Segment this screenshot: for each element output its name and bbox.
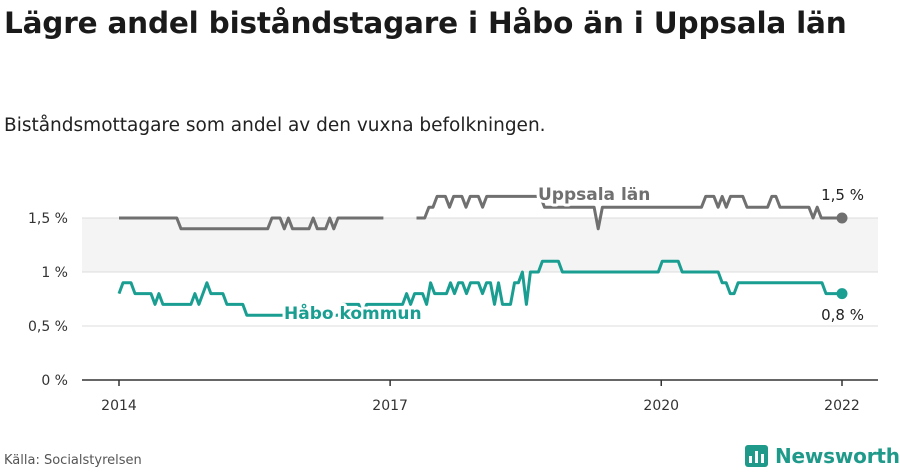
y-tick-label: 1,5 %: [28, 211, 68, 227]
y-tick-label: 0 %: [41, 373, 68, 389]
series-end-point-habo: [836, 288, 848, 300]
series-label-habo: Håbo kommun: [284, 302, 422, 324]
chart-subtitle: Biståndsmottagare som andel av den vuxna…: [4, 115, 546, 136]
x-tick-label: 2014: [101, 398, 137, 414]
newsworthy-logo-icon: [745, 445, 768, 467]
y-tick-label: 1 %: [41, 265, 68, 281]
x-tick-label: 2020: [643, 398, 679, 414]
series-label-uppsala-halo: Uppsala län: [538, 185, 650, 205]
series-label-habo-halo: Håbo kommun: [284, 302, 422, 324]
x-tick-label: 2022: [824, 398, 860, 414]
y-tick-label: 0,5 %: [28, 319, 68, 335]
series-line-habo: [117, 259, 842, 317]
series-label-uppsala: Uppsala län: [538, 185, 650, 205]
brand-logo: Newsworthy: [744, 442, 900, 470]
x-tick-label: 2017: [372, 398, 408, 414]
end-value-label-uppsala: 1,5 %: [821, 186, 864, 204]
series-end-point-uppsala: [836, 212, 848, 224]
brand-name: Newsworthy: [775, 444, 900, 468]
end-value-label-habo: 0,8 %: [821, 306, 864, 324]
chart-title: Lägre andel biståndstagare i Håbo än i U…: [4, 6, 847, 40]
band-area: [82, 218, 878, 272]
series-line-uppsala: [119, 194, 842, 231]
source-note: Källa: Socialstyrelsen: [4, 453, 142, 468]
